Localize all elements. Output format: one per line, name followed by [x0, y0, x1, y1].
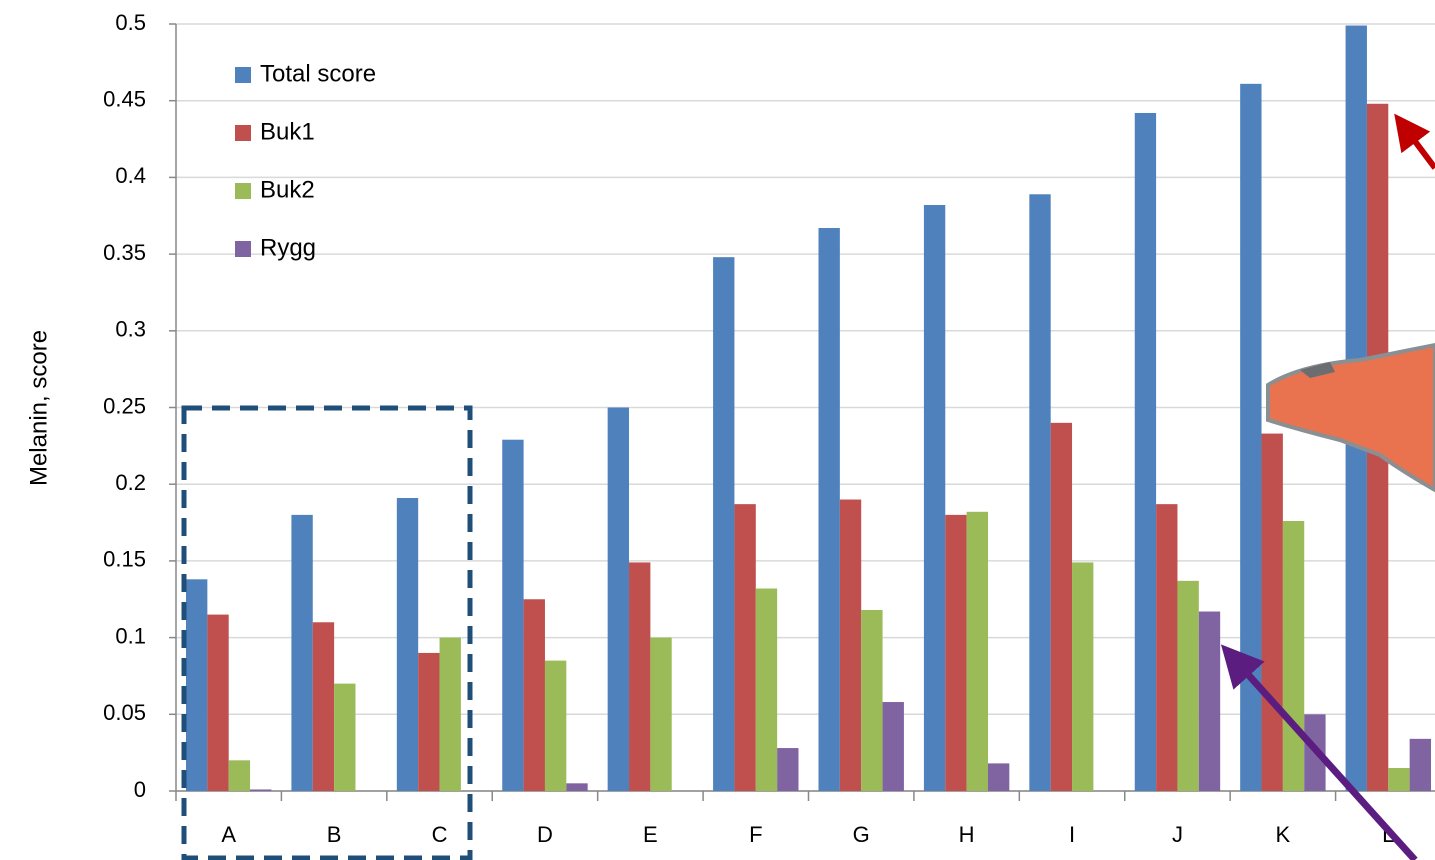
x-tick-label: E: [643, 822, 658, 847]
bar: [1240, 83, 1262, 792]
x-tick-label: I: [1069, 822, 1075, 847]
legend-label: Rygg: [260, 234, 316, 261]
bar: [818, 228, 840, 792]
bar: [966, 511, 988, 791]
bar: [1261, 433, 1283, 791]
legend-swatch: [235, 241, 251, 257]
bar: [777, 748, 799, 791]
bar: [882, 702, 904, 791]
bar: [1177, 580, 1199, 791]
bar: [1050, 422, 1073, 791]
x-tick-label: K: [1276, 822, 1291, 847]
bar: [629, 562, 651, 791]
bar: [755, 588, 778, 791]
bar: [607, 407, 630, 791]
arrow-red: [1394, 113, 1435, 170]
x-tick-label: C: [432, 822, 448, 847]
y-axis-label: Melanin, score: [25, 330, 52, 486]
bar: [502, 439, 524, 791]
bar: [987, 763, 1010, 791]
bar: [861, 609, 883, 791]
x-tick-label: A: [221, 822, 236, 847]
bar: [1388, 767, 1410, 791]
legend-swatch: [235, 125, 251, 141]
y-tick-label: 0.2: [115, 470, 146, 495]
bar: [945, 514, 967, 791]
bar: [396, 498, 419, 791]
bar: [1029, 194, 1051, 792]
bar: [291, 514, 313, 791]
legend-label: Total score: [260, 60, 376, 87]
bar: [439, 637, 461, 791]
x-tick-label: J: [1172, 822, 1183, 847]
bar: [839, 499, 862, 791]
bar: [1156, 504, 1178, 791]
bar: [1198, 611, 1221, 791]
bar: [713, 257, 735, 792]
bar: [334, 683, 356, 791]
x-tick-label: D: [537, 822, 553, 847]
y-tick-label: 0.4: [115, 163, 146, 188]
highlight-box: [181, 405, 473, 860]
bar: [523, 599, 545, 791]
bar: [1134, 112, 1157, 792]
bar: [650, 637, 672, 791]
x-tick-label: B: [327, 822, 342, 847]
legend-swatch: [235, 67, 251, 83]
x-tick-label: H: [959, 822, 975, 847]
y-tick-label: 0.45: [103, 87, 146, 112]
fish-skin: [1300, 362, 1335, 378]
bar: [1072, 562, 1094, 791]
bar: [418, 652, 440, 791]
y-tick-label: 0.25: [103, 393, 146, 418]
legend-swatch: [235, 183, 251, 199]
bar: [734, 504, 756, 791]
bar: [544, 660, 567, 791]
bar: [923, 205, 946, 792]
x-tick-label: G: [853, 822, 870, 847]
bar: [1282, 521, 1305, 791]
y-tick-label: 0: [134, 777, 146, 802]
bar: [186, 579, 208, 791]
arrow-purple: [1220, 644, 1418, 860]
bar: [1409, 738, 1431, 791]
y-tick-label: 0.15: [103, 547, 146, 572]
x-tick-label: F: [749, 822, 762, 847]
bar: [250, 789, 272, 791]
bar: [207, 614, 229, 791]
legend-label: Buk2: [260, 176, 315, 203]
y-tick-label: 0.1: [115, 623, 146, 648]
y-tick-label: 0.5: [115, 10, 146, 35]
bar: [566, 783, 588, 791]
bar: [228, 760, 251, 791]
legend-label: Buk1: [260, 118, 315, 145]
y-tick-label: 0.3: [115, 317, 146, 342]
bar: [312, 622, 335, 791]
y-tick-label: 0.35: [103, 240, 146, 265]
y-tick-label: 0.05: [103, 700, 146, 725]
